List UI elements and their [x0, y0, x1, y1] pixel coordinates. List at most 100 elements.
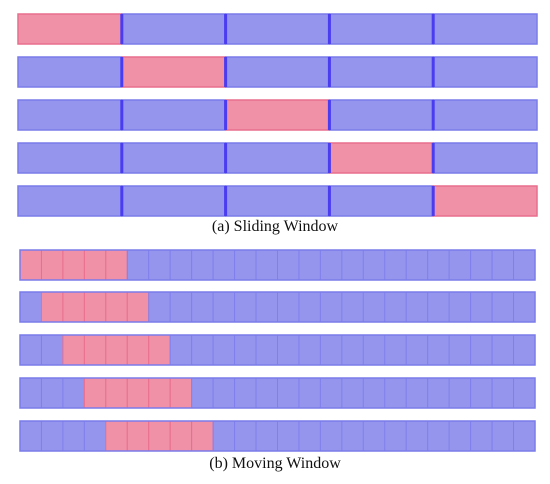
- cell: [169, 334, 193, 366]
- cell: [427, 291, 450, 323]
- window-cell: [126, 291, 150, 323]
- cell: [191, 334, 214, 366]
- sliding-row-1: [17, 13, 538, 45]
- window-cell: [148, 420, 171, 452]
- cell: [255, 291, 278, 323]
- segment: [224, 185, 331, 217]
- segment: [432, 142, 538, 174]
- cell: [362, 334, 386, 366]
- cell: [234, 291, 257, 323]
- cell: [448, 420, 472, 452]
- cell: [384, 334, 407, 366]
- window-cell: [62, 334, 85, 366]
- cell: [341, 420, 364, 452]
- window-cell: [126, 334, 150, 366]
- cell: [19, 420, 42, 452]
- cell: [255, 249, 278, 281]
- cell: [148, 249, 171, 281]
- cell: [40, 377, 64, 409]
- window-cell: [169, 377, 193, 409]
- cell: [212, 291, 236, 323]
- sliding-row-4: [17, 142, 538, 174]
- cell: [126, 249, 150, 281]
- window-segment: [17, 13, 123, 45]
- cell: [83, 420, 107, 452]
- segment: [17, 56, 123, 88]
- cell: [341, 249, 364, 281]
- cell: [212, 420, 236, 452]
- cell: [491, 334, 515, 366]
- window-cell: [62, 291, 85, 323]
- cell: [40, 334, 64, 366]
- window-cell: [105, 291, 128, 323]
- cell: [448, 291, 472, 323]
- window-cell: [105, 420, 128, 452]
- window-cell: [191, 420, 214, 452]
- cell: [234, 334, 257, 366]
- cell: [255, 420, 278, 452]
- cell: [255, 377, 278, 409]
- cell: [191, 377, 214, 409]
- row-outline: [19, 334, 536, 366]
- segment: [328, 99, 434, 131]
- moving-row-1: [19, 249, 536, 281]
- cell: [405, 291, 429, 323]
- sliding-row-5: [17, 185, 538, 217]
- moving-row-2: [19, 291, 536, 323]
- segment: [432, 56, 538, 88]
- cell: [234, 377, 257, 409]
- cell: [255, 334, 278, 366]
- cell: [470, 334, 493, 366]
- segment: [432, 13, 538, 45]
- cell: [19, 334, 42, 366]
- window-cell: [83, 334, 107, 366]
- window-cell: [83, 249, 107, 281]
- cell: [277, 334, 300, 366]
- sliding-row-2: [17, 56, 538, 88]
- cell: [384, 249, 407, 281]
- segment: [17, 142, 123, 174]
- cell: [62, 420, 85, 452]
- row-outline: [19, 420, 536, 452]
- cell: [405, 334, 429, 366]
- cell: [319, 377, 343, 409]
- window-cell: [105, 249, 128, 281]
- cell: [234, 249, 257, 281]
- cell: [341, 334, 364, 366]
- cell: [341, 291, 364, 323]
- cell: [362, 249, 386, 281]
- cell: [405, 249, 429, 281]
- window-cell: [148, 377, 171, 409]
- cell: [513, 334, 536, 366]
- cell: [491, 249, 515, 281]
- cell: [427, 420, 450, 452]
- sliding-window-caption: (a) Sliding Window: [211, 218, 339, 235]
- window-cell: [19, 249, 42, 281]
- moving-row-4: [19, 377, 536, 409]
- cell: [470, 420, 493, 452]
- cell: [40, 420, 64, 452]
- cell: [212, 249, 236, 281]
- cell: [405, 420, 429, 452]
- cell: [298, 377, 321, 409]
- cell: [427, 334, 450, 366]
- cell: [513, 377, 536, 409]
- cell: [362, 291, 386, 323]
- window-cell: [83, 291, 107, 323]
- cell: [169, 291, 193, 323]
- window-cell: [62, 249, 85, 281]
- cell: [298, 334, 321, 366]
- cell: [470, 377, 493, 409]
- cell: [384, 420, 407, 452]
- window-cell: [40, 291, 64, 323]
- cell: [212, 377, 236, 409]
- cell: [384, 377, 407, 409]
- row-outline: [19, 291, 536, 323]
- cell: [362, 420, 386, 452]
- cell: [19, 377, 42, 409]
- segment: [121, 13, 227, 45]
- moving-row-3: [19, 334, 536, 366]
- moving-window-caption: (b) Moving Window: [209, 455, 341, 472]
